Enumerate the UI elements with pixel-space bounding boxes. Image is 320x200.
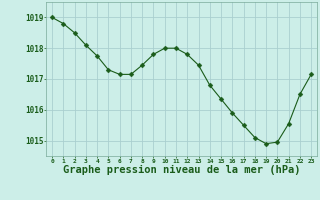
X-axis label: Graphe pression niveau de la mer (hPa): Graphe pression niveau de la mer (hPa) [63, 165, 300, 175]
